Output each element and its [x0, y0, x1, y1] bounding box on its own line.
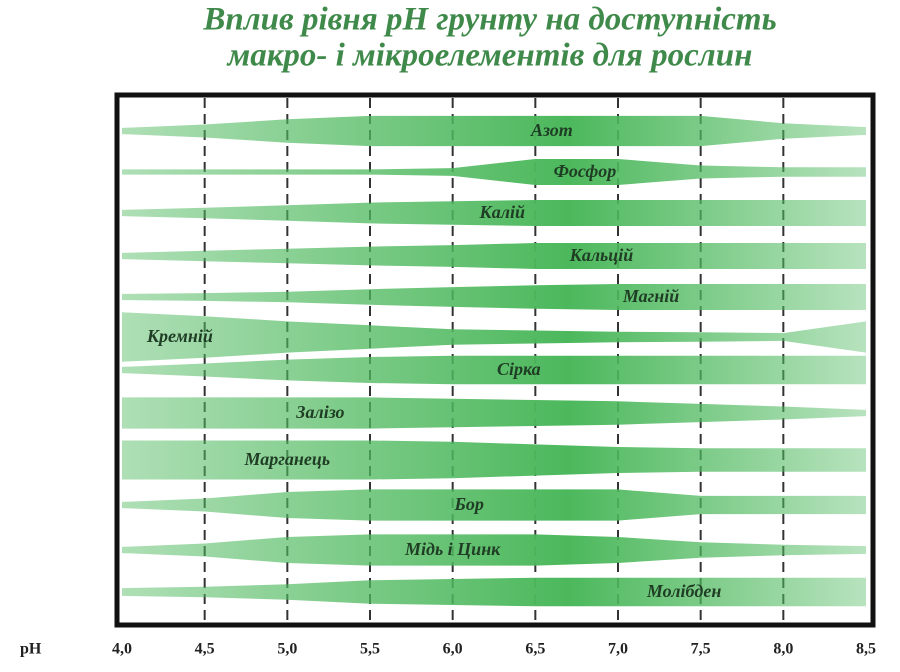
plot-frame — [114, 92, 876, 628]
availability-band — [122, 534, 866, 566]
band-label: Мідь і Цинк — [404, 539, 501, 559]
x-tick-label: 6,0 — [443, 641, 463, 658]
x-axis-label: pH — [20, 641, 42, 658]
band-label: Магній — [622, 286, 679, 306]
band-label: Молібден — [646, 581, 721, 601]
availability-band — [122, 355, 866, 385]
availability-band — [122, 440, 866, 480]
availability-band — [122, 243, 866, 269]
x-tick-label: 7,5 — [691, 641, 711, 658]
availability-band — [122, 200, 866, 226]
x-tick-label: 4,0 — [112, 641, 132, 658]
x-tick-label: 8,0 — [773, 641, 793, 658]
band-label: Кальцій — [569, 245, 634, 265]
x-tick-label: 5,5 — [360, 641, 380, 658]
availability-band — [122, 397, 866, 429]
x-tick-label: 6,5 — [525, 641, 545, 658]
band-label: Марганець — [244, 449, 331, 469]
band-label: Кремній — [146, 326, 213, 346]
band-label: Залізо — [295, 402, 344, 422]
chart-title: макро- і мікроелементів для рослин — [226, 38, 753, 74]
x-tick-label: 5,0 — [277, 641, 297, 658]
band-label: Калій — [479, 202, 525, 222]
availability-band — [122, 159, 866, 185]
band-label: Азот — [530, 120, 573, 140]
band-label: Сірка — [497, 359, 541, 379]
band-label: Фосфор — [554, 161, 617, 181]
chart-title: Вплив рівня pH грунту на доступність — [202, 2, 776, 38]
availability-band — [122, 312, 866, 362]
band-label: Бор — [453, 494, 483, 514]
x-tick-label: 8,5 — [856, 641, 876, 658]
availability-band — [122, 577, 866, 607]
x-tick-label: 4,5 — [195, 641, 215, 658]
availability-band — [122, 284, 866, 310]
availability-band — [122, 115, 866, 147]
x-tick-label: 7,0 — [608, 641, 628, 658]
availability-band — [122, 489, 866, 521]
